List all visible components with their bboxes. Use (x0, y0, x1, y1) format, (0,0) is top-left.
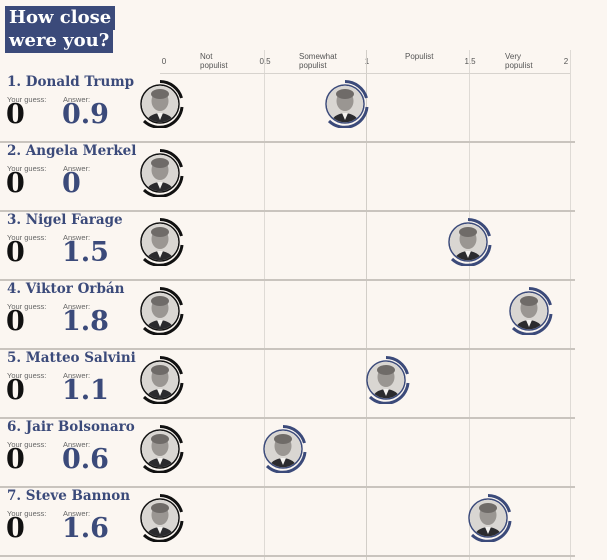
answer-value: 0.6 (62, 444, 109, 475)
row-divider (0, 141, 575, 143)
guess-value: 0 (6, 444, 25, 475)
guess-label: Your guess: (7, 509, 47, 518)
answer-label: Answer: (63, 440, 91, 449)
answer-label: Answer: (63, 509, 91, 518)
answer-label: Answer: (63, 164, 91, 173)
scale-category: Populist (405, 52, 434, 61)
answer-label: Answer: (63, 95, 91, 104)
answer-marker-matteo-salvini-portrait-icon (362, 356, 410, 404)
answer-marker-steve-bannon-portrait-icon (464, 494, 512, 542)
person-name: 7. Steve Bannon (7, 488, 131, 504)
scale-tick: 2 (563, 57, 569, 66)
answer-value: 0 (62, 168, 81, 199)
guess-label: Your guess: (7, 302, 47, 311)
gridline (469, 50, 470, 560)
scale-tick: 0 (161, 57, 167, 66)
answer-value: 0.9 (62, 99, 109, 130)
scale-category: Not populist (200, 52, 228, 70)
row-divider (0, 279, 575, 281)
guess-label: Your guess: (7, 440, 47, 449)
guess-marker-nigel-farage-portrait-icon (136, 218, 184, 266)
guess-marker-donald-trump-portrait-icon (136, 80, 184, 128)
answer-value: 1.1 (62, 375, 109, 406)
person-name: 1. Donald Trump (7, 74, 135, 90)
scale-axis (160, 73, 570, 74)
row-divider (0, 348, 575, 350)
gridline (264, 50, 265, 560)
scale-tick: 1 (364, 57, 370, 66)
guess-marker-viktor-orban-portrait-icon (136, 287, 184, 335)
guess-marker-angela-merkel-portrait-icon (136, 149, 184, 197)
scale-tick: 0.5 (259, 57, 271, 66)
guess-value: 0 (6, 375, 25, 406)
scale-category: Very populist (505, 52, 533, 70)
answer-marker-jair-bolsonaro-portrait-icon (259, 425, 307, 473)
answer-value: 1.5 (62, 237, 109, 268)
guess-value: 0 (6, 513, 25, 544)
answer-marker-donald-trump-portrait-icon (321, 80, 369, 128)
answer-marker-viktor-orban-portrait-icon (505, 287, 553, 335)
guess-value: 0 (6, 168, 25, 199)
person-name: 5. Matteo Salvini (7, 350, 136, 366)
populism-scale: 0 0.5 1 1.5 2 Not populist Somewhat popu… (0, 50, 607, 76)
person-name: 3. Nigel Farage (7, 212, 123, 228)
guess-value: 0 (6, 237, 25, 268)
person-name: 6. Jair Bolsonaro (7, 419, 135, 435)
guess-label: Your guess: (7, 371, 47, 380)
guess-label: Your guess: (7, 164, 47, 173)
gridline (570, 50, 571, 560)
guess-value: 0 (6, 306, 25, 337)
answer-value: 1.8 (62, 306, 109, 337)
answer-label: Answer: (63, 302, 91, 311)
row-divider (0, 555, 575, 557)
quiz-title: How close were you? (5, 6, 150, 53)
result-row: 2. Angela Merkel Your guess: Answer: 0 0 (0, 143, 607, 212)
answer-marker-nigel-farage-portrait-icon (444, 218, 492, 266)
guess-marker-matteo-salvini-portrait-icon (136, 356, 184, 404)
result-row: 4. Viktor Orbán Your guess: Answer: 0 1.… (0, 281, 607, 350)
result-row: 6. Jair Bolsonaro Your guess: Answer: 0 … (0, 419, 607, 488)
result-row: 1. Donald Trump Your guess: Answer: 0 0.… (0, 74, 607, 143)
guess-value: 0 (6, 99, 25, 130)
row-divider (0, 417, 575, 419)
answer-value: 1.6 (62, 513, 109, 544)
scale-tick: 1.5 (464, 57, 476, 66)
guess-marker-steve-bannon-portrait-icon (136, 494, 184, 542)
person-name: 2. Angela Merkel (7, 143, 137, 159)
answer-label: Answer: (63, 233, 91, 242)
answer-label: Answer: (63, 371, 91, 380)
row-divider (0, 486, 575, 488)
result-row: 7. Steve Bannon Your guess: Answer: 0 1.… (0, 488, 607, 557)
guess-marker-jair-bolsonaro-portrait-icon (136, 425, 184, 473)
scale-category: Somewhat populist (299, 52, 337, 70)
result-row: 3. Nigel Farage Your guess: Answer: 0 1.… (0, 212, 607, 281)
gridline-midpoint (366, 50, 367, 560)
result-row: 5. Matteo Salvini Your guess: Answer: 0 … (0, 350, 607, 419)
row-divider (0, 210, 575, 212)
guess-label: Your guess: (7, 233, 47, 242)
person-name: 4. Viktor Orbán (7, 281, 125, 297)
guess-label: Your guess: (7, 95, 47, 104)
